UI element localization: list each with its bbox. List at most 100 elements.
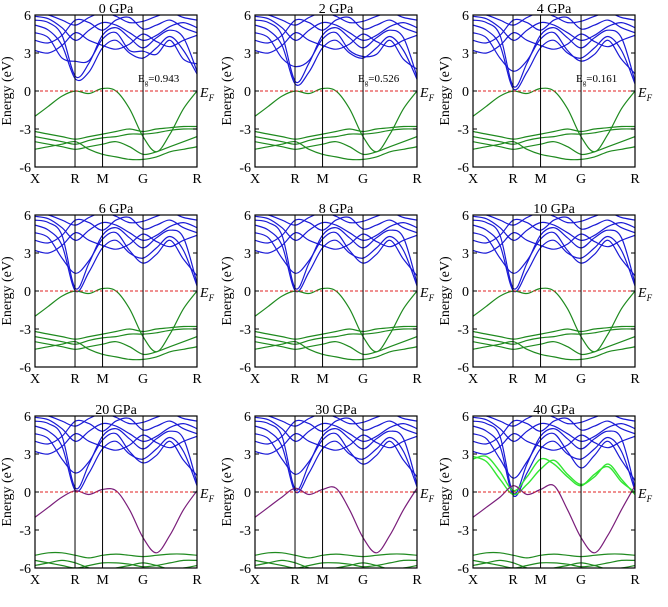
x-tick-label: M	[316, 573, 329, 588]
valence-band	[473, 551, 635, 559]
fermi-label: EF	[199, 286, 215, 303]
conduction-band	[266, 215, 417, 226]
y-tick-label: 6	[462, 9, 469, 24]
panel-title: 6 GPa	[99, 202, 134, 217]
x-tick-label: G	[576, 372, 586, 387]
y-tick-label: 3	[462, 247, 469, 262]
valence-band	[35, 328, 197, 345]
y-tick-label: 6	[462, 410, 469, 425]
band-panel: 6 3 0 -3 -6X R M G R 10 GPa Energy (eV) EF	[438, 202, 653, 387]
panel-title: 20 GPa	[95, 403, 137, 418]
y-axis-label: Energy (eV)	[438, 56, 453, 126]
y-tick-label: -6	[457, 361, 469, 376]
band-panel: 6 3 0 -3 -6X R M G R 0 GPa Energy (eV) EF Eg=0.943	[0, 2, 215, 187]
x-tick-label: X	[30, 573, 40, 588]
valence-band	[255, 551, 417, 559]
conduction-band	[255, 432, 417, 478]
x-tick-label: R	[508, 172, 518, 187]
x-tick-label: G	[138, 172, 148, 187]
x-tick-label: R	[508, 573, 518, 588]
y-axis-label: Energy (eV)	[220, 457, 235, 527]
fermi-label: EF	[637, 487, 653, 504]
valence-band	[255, 128, 417, 145]
x-tick-label: R	[630, 172, 640, 187]
conduction-band	[473, 16, 635, 44]
bands	[473, 215, 635, 361]
x-tick-label: M	[534, 372, 547, 387]
x-tick-label: G	[138, 372, 148, 387]
conduction-band	[473, 432, 635, 481]
x-tick-label: M	[96, 172, 109, 187]
x-tick-label: X	[30, 372, 40, 387]
x-tick-label: R	[290, 172, 300, 187]
valence-band	[35, 336, 197, 356]
x-tick-label: R	[290, 573, 300, 588]
conduction-band	[266, 15, 417, 26]
conduction-band	[35, 425, 197, 493]
valence-band	[255, 325, 417, 340]
y-tick-label: 3	[24, 247, 31, 262]
y-tick-label: 6	[24, 9, 31, 24]
y-tick-label: 6	[462, 209, 469, 224]
conduction-band	[46, 15, 197, 26]
lime-band	[473, 455, 635, 496]
bands	[473, 416, 635, 568]
bands	[35, 416, 197, 568]
x-tick-label: R	[290, 372, 300, 387]
x-tick-label: M	[96, 573, 109, 588]
x-tick-label: G	[358, 172, 368, 187]
conduction-band	[255, 16, 417, 44]
band-panel: 6 3 0 -3 -6X R M G R 40 GPa Energy (eV) EF	[438, 403, 653, 588]
valence-band	[255, 340, 417, 361]
valence-band	[35, 136, 197, 156]
conduction-band	[473, 31, 635, 75]
bands	[35, 215, 197, 361]
valence-band	[35, 340, 197, 361]
x-tick-label: R	[630, 372, 640, 387]
conduction-band	[255, 231, 417, 277]
y-axis-label: Energy (eV)	[220, 56, 235, 126]
x-tick-label: G	[138, 573, 148, 588]
y-tick-label: -3	[19, 524, 31, 539]
x-tick-label: X	[30, 172, 40, 187]
bands	[255, 15, 417, 161]
conduction-band	[484, 215, 635, 226]
conduction-band	[255, 425, 417, 494]
y-tick-label: 0	[244, 85, 251, 100]
x-tick-label: M	[316, 172, 329, 187]
conduction-band	[35, 231, 197, 277]
y-tick-label: -3	[457, 524, 469, 539]
x-tick-label: M	[534, 573, 547, 588]
y-tick-label: 6	[24, 209, 31, 224]
y-tick-label: 0	[24, 85, 31, 100]
y-tick-label: 6	[244, 9, 251, 24]
conduction-band	[255, 417, 417, 445]
x-tick-label: R	[192, 372, 202, 387]
y-tick-label: -3	[19, 323, 31, 338]
y-tick-label: 3	[244, 47, 251, 62]
valence-band	[473, 325, 635, 340]
valence-band	[255, 140, 417, 161]
x-tick-label: R	[508, 372, 518, 387]
valence-band	[473, 140, 635, 161]
y-tick-label: 3	[462, 47, 469, 62]
valence-band	[35, 325, 197, 340]
y-tick-label: -3	[19, 123, 31, 138]
panel-title: 4 GPa	[537, 2, 572, 17]
x-tick-label: G	[576, 573, 586, 588]
valence-band	[473, 128, 635, 145]
conduction-band	[473, 231, 635, 277]
y-tick-label: 0	[244, 285, 251, 300]
x-tick-label: R	[192, 172, 202, 187]
conduction-band	[35, 417, 197, 445]
panel-title: 8 GPa	[319, 202, 354, 217]
valence-band	[473, 125, 635, 140]
conduction-band	[255, 433, 417, 455]
y-tick-label: 0	[462, 85, 469, 100]
x-tick-label: R	[412, 372, 422, 387]
valence-band	[255, 336, 417, 356]
conduction-band	[255, 31, 417, 70]
valence-band	[255, 559, 417, 568]
conduction-band	[35, 433, 197, 455]
fermi-label: EF	[419, 286, 435, 303]
